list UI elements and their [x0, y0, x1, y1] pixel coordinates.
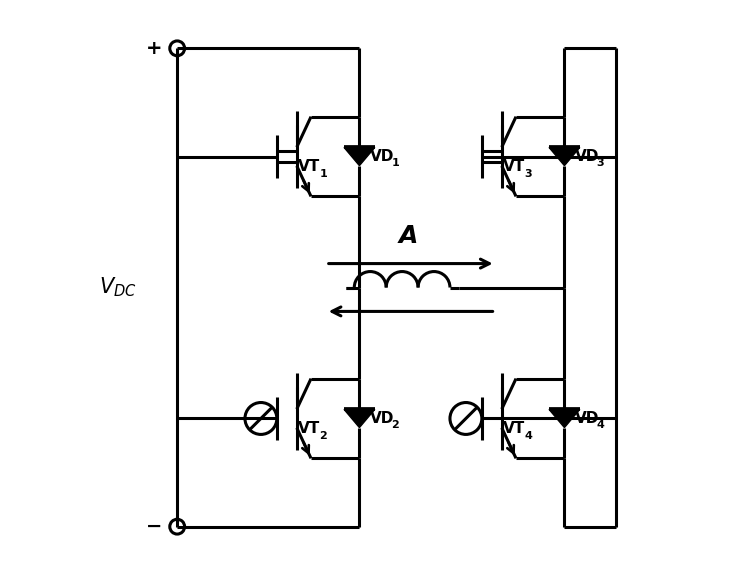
Text: VD: VD: [370, 411, 394, 426]
Text: VT: VT: [503, 421, 525, 436]
Text: A: A: [398, 224, 417, 248]
Text: VD: VD: [575, 149, 599, 164]
Text: 3: 3: [596, 158, 604, 168]
Text: $V_{DC}$: $V_{DC}$: [99, 275, 136, 300]
Text: 1: 1: [319, 168, 328, 179]
Polygon shape: [549, 147, 580, 166]
Text: 3: 3: [525, 168, 532, 179]
Text: +: +: [146, 39, 163, 58]
Text: 1: 1: [392, 158, 399, 168]
Text: VT: VT: [298, 159, 320, 174]
Text: VD: VD: [575, 411, 599, 426]
Polygon shape: [344, 409, 375, 428]
Polygon shape: [549, 409, 580, 428]
Text: 2: 2: [319, 431, 328, 440]
Text: VT: VT: [503, 159, 525, 174]
Text: 2: 2: [392, 420, 399, 430]
Text: −: −: [146, 517, 163, 536]
Text: 4: 4: [596, 420, 604, 430]
Text: 4: 4: [525, 431, 532, 440]
Text: VD: VD: [370, 149, 394, 164]
Polygon shape: [344, 147, 375, 166]
Text: VT: VT: [298, 421, 320, 436]
